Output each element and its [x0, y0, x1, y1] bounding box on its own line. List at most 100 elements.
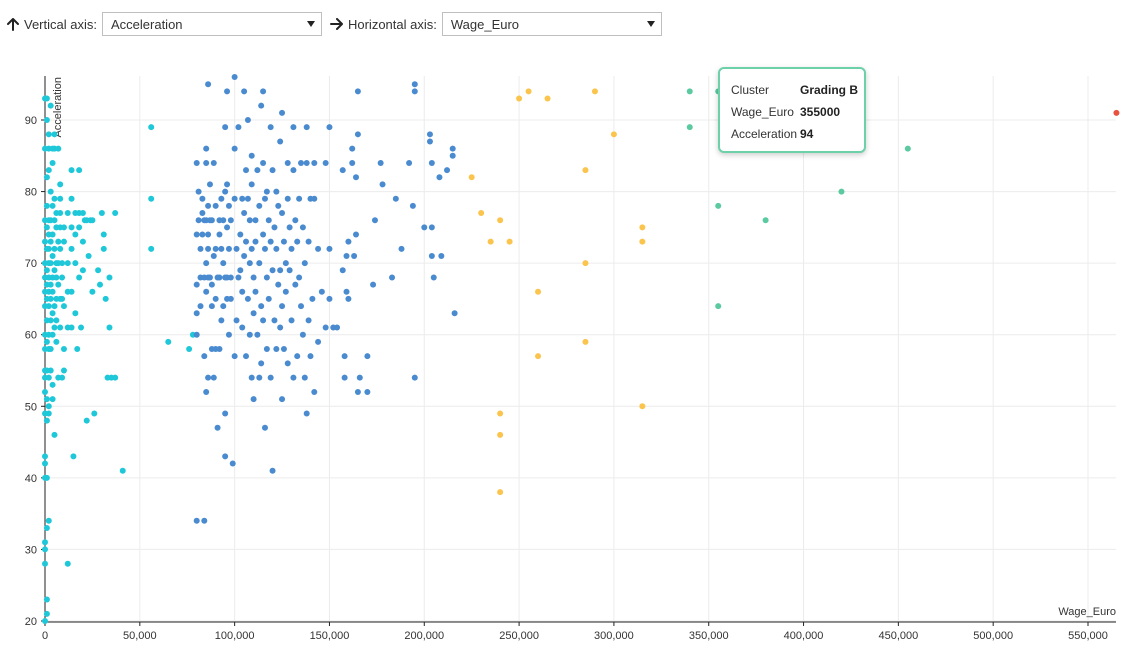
data-point[interactable]: [224, 88, 231, 95]
data-point[interactable]: [379, 181, 386, 188]
data-point[interactable]: [45, 403, 52, 410]
data-point[interactable]: [371, 217, 378, 224]
data-point[interactable]: [343, 252, 350, 259]
data-point[interactable]: [193, 281, 200, 288]
data-point[interactable]: [212, 202, 219, 209]
data-point[interactable]: [248, 245, 255, 252]
data-point[interactable]: [290, 374, 297, 381]
data-point[interactable]: [216, 346, 223, 353]
data-point[interactable]: [43, 474, 50, 481]
data-point[interactable]: [222, 124, 229, 131]
data-point[interactable]: [47, 238, 54, 245]
data-point[interactable]: [49, 396, 56, 403]
data-point[interactable]: [60, 238, 67, 245]
data-point[interactable]: [256, 202, 263, 209]
data-point[interactable]: [42, 560, 48, 567]
data-point[interactable]: [303, 159, 310, 166]
data-point[interactable]: [57, 324, 64, 331]
data-point[interactable]: [275, 281, 282, 288]
data-point[interactable]: [208, 217, 215, 224]
data-point[interactable]: [79, 238, 86, 245]
data-point[interactable]: [428, 224, 435, 231]
data-point[interactable]: [254, 331, 261, 338]
data-point[interactable]: [277, 324, 284, 331]
data-point[interactable]: [205, 231, 212, 238]
data-point[interactable]: [582, 260, 589, 267]
data-point[interactable]: [186, 346, 193, 353]
data-point[interactable]: [229, 460, 236, 467]
data-point[interactable]: [239, 195, 246, 202]
data-point[interactable]: [89, 217, 96, 224]
data-point[interactable]: [263, 274, 270, 281]
data-point[interactable]: [261, 245, 268, 252]
data-point[interactable]: [271, 224, 278, 231]
data-point[interactable]: [428, 159, 435, 166]
data-point[interactable]: [296, 274, 303, 281]
data-point[interactable]: [222, 188, 229, 195]
data-point[interactable]: [326, 245, 333, 252]
data-point[interactable]: [715, 202, 722, 209]
data-point[interactable]: [51, 267, 58, 274]
data-point[interactable]: [53, 317, 60, 324]
data-point[interactable]: [47, 281, 54, 288]
data-point[interactable]: [45, 517, 52, 524]
data-point[interactable]: [47, 102, 54, 109]
data-point[interactable]: [225, 245, 232, 252]
data-point[interactable]: [216, 231, 223, 238]
data-point[interactable]: [256, 374, 263, 381]
data-point[interactable]: [96, 281, 103, 288]
data-point[interactable]: [284, 360, 291, 367]
data-point[interactable]: [364, 388, 371, 395]
vertical-axis-select[interactable]: Acceleration: [101, 12, 322, 36]
data-point[interactable]: [354, 131, 361, 138]
data-point[interactable]: [197, 303, 204, 310]
data-point[interactable]: [260, 159, 267, 166]
data-point[interactable]: [341, 353, 348, 360]
data-point[interactable]: [100, 245, 107, 252]
data-point[interactable]: [305, 238, 312, 245]
data-point[interactable]: [309, 295, 316, 302]
data-point[interactable]: [244, 117, 251, 123]
data-point[interactable]: [206, 181, 213, 188]
data-point[interactable]: [263, 346, 270, 353]
data-point[interactable]: [301, 374, 308, 381]
data-point[interactable]: [43, 224, 50, 231]
data-point[interactable]: [231, 195, 238, 202]
data-point[interactable]: [686, 88, 693, 95]
data-point[interactable]: [258, 102, 265, 109]
data-point[interactable]: [231, 353, 238, 360]
data-point[interactable]: [106, 274, 113, 281]
data-point[interactable]: [205, 374, 212, 381]
data-point[interactable]: [303, 410, 310, 417]
data-point[interactable]: [57, 210, 64, 217]
data-point[interactable]: [218, 195, 225, 202]
data-point[interactable]: [227, 295, 234, 302]
data-point[interactable]: [284, 195, 291, 202]
data-point[interactable]: [290, 167, 297, 174]
data-point[interactable]: [193, 310, 200, 317]
data-point[interactable]: [241, 252, 248, 259]
data-point[interactable]: [582, 167, 589, 174]
data-point[interactable]: [227, 274, 234, 281]
data-point[interactable]: [214, 424, 221, 431]
data-point[interactable]: [222, 410, 229, 417]
data-point[interactable]: [55, 145, 62, 152]
data-point[interactable]: [582, 338, 589, 345]
data-point[interactable]: [280, 238, 287, 245]
data-point[interactable]: [243, 167, 250, 174]
data-point[interactable]: [119, 467, 126, 474]
data-point[interactable]: [516, 95, 523, 102]
data-point[interactable]: [299, 224, 306, 231]
data-point[interactable]: [233, 317, 240, 324]
data-point[interactable]: [315, 338, 322, 345]
data-point[interactable]: [83, 417, 90, 424]
data-point[interactable]: [610, 131, 617, 138]
data-point[interactable]: [258, 303, 265, 310]
data-point[interactable]: [451, 310, 458, 317]
data-point[interactable]: [339, 267, 346, 274]
data-point[interactable]: [243, 238, 250, 245]
data-point[interactable]: [199, 210, 206, 217]
data-point[interactable]: [51, 217, 58, 224]
data-point[interactable]: [51, 431, 58, 438]
data-point[interactable]: [311, 388, 318, 395]
